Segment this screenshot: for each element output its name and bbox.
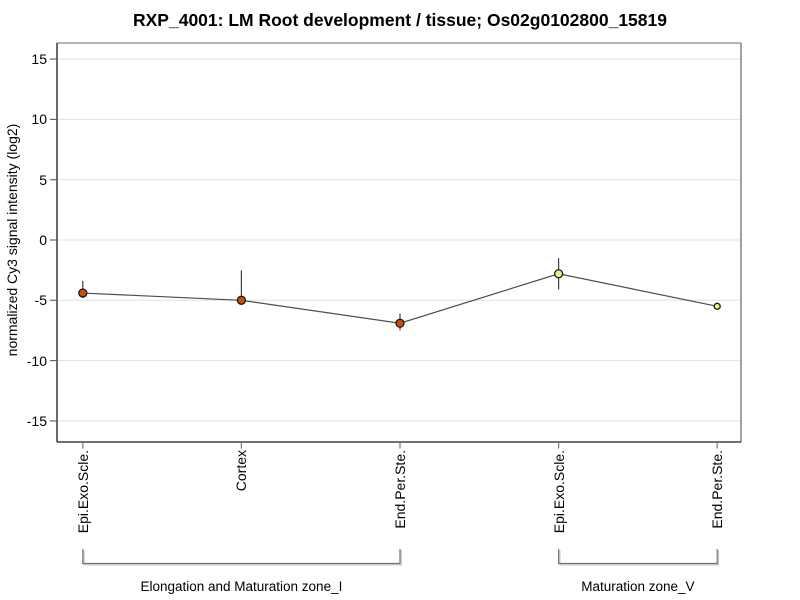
x-category-label: Epi.Exo.Scle. xyxy=(550,450,567,534)
group-bracket xyxy=(82,549,401,565)
y-tick-label: -5 xyxy=(34,292,47,309)
data-point xyxy=(236,295,247,305)
y-tick-label: -15 xyxy=(26,412,47,429)
group-bracket xyxy=(558,549,718,565)
x-category-label: Cortex xyxy=(233,450,250,492)
group-label: Maturation zone_V xyxy=(581,579,695,594)
y-tick-label: 15 xyxy=(31,51,47,68)
data-point xyxy=(78,288,88,298)
data-point xyxy=(395,318,405,328)
x-category-label: End.Per.Ste. xyxy=(392,450,408,529)
y-tick-label: 0 xyxy=(39,232,47,248)
chart-title: RXP_4001: LM Root development / tissue; … xyxy=(133,10,667,30)
y-tick-label: 10 xyxy=(31,111,47,128)
data-point xyxy=(713,302,721,310)
group-bracket-shadow xyxy=(559,550,720,566)
y-tick-label: -10 xyxy=(26,352,47,369)
group-bracket-shadow xyxy=(83,550,402,566)
x-category-label: End.Per.Ste. xyxy=(709,450,726,529)
group-label: Elongation and Maturation zone_I xyxy=(140,579,343,594)
x-category-label: Epi.Exo.Scle. xyxy=(74,450,91,534)
y-tick-label: 5 xyxy=(39,171,47,188)
data-point xyxy=(553,269,564,279)
